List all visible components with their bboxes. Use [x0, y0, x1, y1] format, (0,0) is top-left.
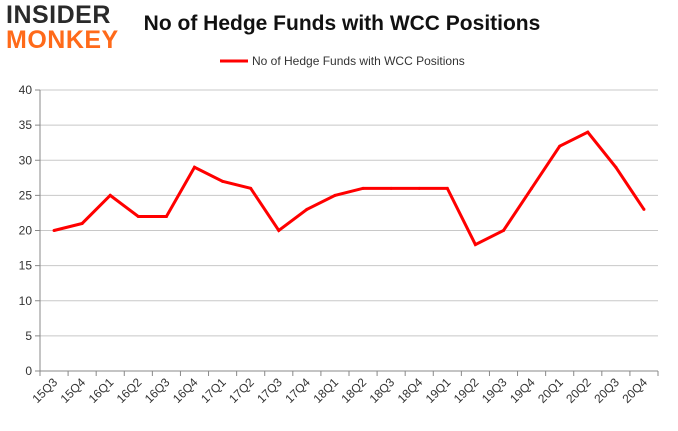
series-line	[53, 130, 646, 247]
data-point	[305, 207, 309, 211]
data-point	[80, 221, 84, 225]
x-tick-labels: 15Q315Q416Q116Q216Q316Q417Q117Q217Q317Q4…	[30, 375, 651, 406]
x-tick-label: 20Q3	[591, 375, 622, 406]
x-tick-label: 18Q4	[395, 375, 426, 406]
x-tick-label: 19Q2	[451, 375, 482, 406]
data-point	[249, 186, 253, 190]
y-tick-label: 20	[19, 224, 33, 238]
x-tick-label: 15Q3	[30, 375, 61, 406]
data-point	[136, 214, 140, 218]
axes	[35, 89, 659, 376]
data-point	[586, 130, 590, 134]
x-tick-label: 18Q1	[310, 375, 341, 406]
data-point	[530, 186, 534, 190]
y-tick-label: 10	[19, 294, 33, 308]
x-tick-label: 18Q3	[367, 375, 398, 406]
data-point	[558, 144, 562, 148]
data-point	[473, 243, 477, 247]
gridlines	[40, 89, 658, 372]
x-tick-label: 20Q2	[563, 375, 594, 406]
logo-text-monkey: MONKEY	[6, 26, 119, 54]
data-point	[417, 186, 421, 190]
x-tick-label: 17Q1	[198, 375, 229, 406]
x-tick-label: 16Q4	[170, 375, 201, 406]
x-tick-label: 20Q4	[619, 375, 650, 406]
data-point	[445, 186, 449, 190]
data-point	[221, 179, 225, 183]
y-tick-label: 30	[19, 153, 33, 167]
y-tick-label: 35	[19, 118, 33, 132]
insider-monkey-logo: INSIDER MONKEY	[6, 3, 128, 53]
x-tick-label: 15Q4	[58, 375, 89, 406]
y-tick-labels: 0 5 10 15 20 25 30 35 40	[19, 83, 33, 378]
y-tick-label: 25	[19, 188, 33, 202]
x-tick-label: 18Q2	[339, 375, 370, 406]
x-tick-label: 17Q3	[254, 375, 285, 406]
x-tick-label: 17Q4	[282, 375, 313, 406]
data-point	[389, 186, 393, 190]
data-point	[502, 229, 505, 232]
data-point	[614, 165, 618, 169]
legend: No of Hedge Funds with WCC Positions	[220, 54, 465, 68]
x-tick-label: 17Q2	[226, 375, 257, 406]
x-tick-label: 16Q1	[86, 375, 117, 406]
data-point	[108, 193, 112, 197]
x-tick-label: 19Q4	[507, 375, 538, 406]
legend-label: No of Hedge Funds with WCC Positions	[252, 54, 465, 68]
data-point	[642, 207, 646, 211]
x-tick-label: 16Q3	[142, 375, 173, 406]
x-tick-label: 19Q3	[479, 375, 510, 406]
x-tick-label: 20Q1	[535, 375, 566, 406]
y-tick-label: 0	[25, 364, 32, 378]
data-point	[361, 186, 365, 190]
x-tick-label: 16Q2	[114, 375, 145, 406]
series-lines	[52, 130, 646, 247]
y-tick-label: 40	[19, 83, 33, 97]
logo-text-insider: INSIDER	[6, 1, 111, 29]
data-point	[277, 229, 281, 232]
chart-title: No of Hedge Funds with WCC Positions	[143, 12, 541, 35]
data-point	[52, 229, 56, 232]
data-point	[193, 165, 196, 169]
y-tick-label: 15	[19, 259, 33, 273]
data-point	[164, 214, 168, 218]
data-point	[333, 193, 337, 197]
x-tick-label: 19Q1	[423, 375, 454, 406]
y-tick-label: 5	[25, 329, 32, 343]
